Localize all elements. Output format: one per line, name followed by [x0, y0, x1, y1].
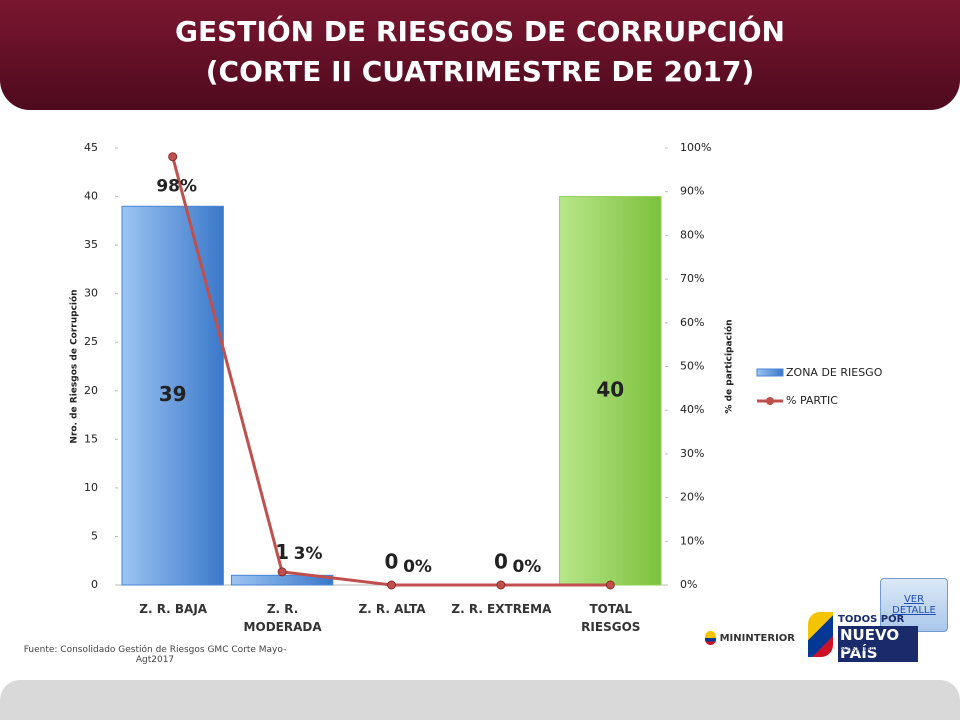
bar: [559, 196, 662, 586]
line-point: [605, 580, 615, 590]
y2-tick-label: 70%: [680, 272, 704, 285]
y2-tick-label: 100%: [680, 141, 711, 154]
x-tick-label: Z. R. BAJA: [139, 602, 208, 616]
x-tick-label: Z. R. MODERADA: [243, 602, 322, 634]
button-label[interactable]: VER DETALLE: [892, 594, 936, 616]
y2-axis-title: % de participación: [724, 319, 735, 413]
bar-label: 0: [494, 550, 508, 574]
y-tick-label: 35: [84, 238, 98, 251]
y-tick-label: 45: [84, 141, 98, 154]
y-tick-label: 25: [84, 335, 98, 348]
x-tick-label: Z. R. ALTA: [358, 602, 426, 616]
logo-text: MININTERIOR: [719, 632, 795, 644]
slogan: NUEVO PAÍS: [838, 626, 918, 662]
line-point: [387, 580, 396, 590]
y2-tick-label: 80%: [680, 228, 704, 241]
y2-tick-label: 50%: [680, 360, 704, 373]
bar: [121, 205, 224, 586]
y2-tick-label: 10%: [680, 534, 704, 547]
y2-tick-label: 60%: [680, 316, 704, 329]
y2-tick-label: 20%: [680, 491, 704, 504]
line-label: 0%: [512, 557, 541, 577]
header: GESTIÓN DE RIESGOS DE CORRUPCIÓN (CORTE I…: [0, 0, 960, 110]
title: (CORTE II CUATRIMESTRE DE 2017): [205, 55, 755, 88]
line-label: 0%: [403, 557, 432, 577]
x-tick-label: TOTAL RIESGOS: [581, 602, 641, 634]
x-tick-label: Z. R. EXTREMA: [451, 602, 552, 616]
y2-tick-label: 40%: [680, 403, 704, 416]
y-tick-label: 40: [84, 190, 98, 203]
y-tick-label: 15: [84, 432, 98, 445]
y-tick-label: 20: [84, 384, 98, 397]
slogan: PAZ EQUIDAD EDUCACIÓN: [840, 647, 907, 653]
ministry-logo: MININTERIOR: [705, 628, 795, 648]
footer-bar: [0, 680, 960, 720]
line: [171, 156, 611, 587]
y2-tick-label: 0%: [680, 578, 697, 591]
legend-swatch: [766, 397, 774, 405]
legend-label: % PARTIC: [786, 394, 838, 407]
legend-label: ZONA DE RIESGO: [786, 366, 883, 379]
line-point: [168, 152, 178, 162]
y-axis-title: Nro. de Riesgos de Corrupción: [69, 289, 80, 443]
source: Fuente: Consolidado Gestión de Riesgos G…: [23, 645, 287, 665]
y-tick-label: 0: [91, 578, 98, 591]
legend-swatch: [756, 368, 784, 377]
bar-label: 40: [596, 377, 624, 401]
line-point: [277, 567, 287, 577]
bar-label: 39: [159, 382, 187, 406]
y-tick-label: 30: [84, 287, 98, 300]
y2-tick-label: 30%: [680, 447, 704, 460]
title: GESTIÓN DE RIESGOS DE CORRUPCIÓN: [175, 15, 785, 48]
line-label: 3%: [294, 544, 323, 564]
y-tick-label: 5: [91, 529, 98, 542]
slogan-logo: TODOS POR UN NUEVO PAÍS PAZ EQUIDAD EDUC…: [808, 612, 918, 662]
bar-label: 0: [385, 550, 399, 574]
line-label: 98%: [156, 177, 197, 197]
line-point: [496, 580, 506, 590]
y-tick-label: 10: [84, 481, 98, 494]
y2-tick-label: 90%: [680, 185, 704, 198]
